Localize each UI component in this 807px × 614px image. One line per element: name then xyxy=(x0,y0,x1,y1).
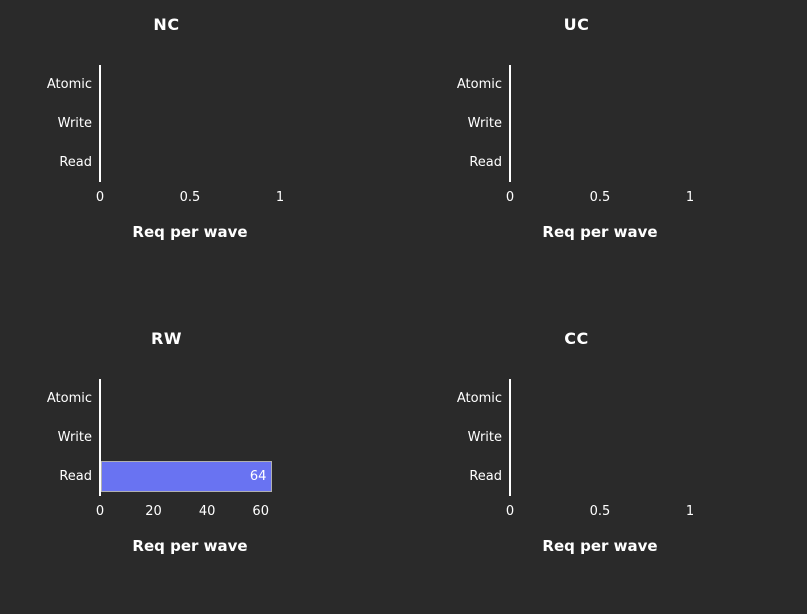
y-category-label: Write xyxy=(57,429,92,445)
category-band xyxy=(101,418,281,457)
x-tick-label: 0 xyxy=(95,504,105,519)
chart-panel-nc: NC Atomic Write Read 0 0.5 1 Req per wave xyxy=(0,0,400,300)
category-band xyxy=(101,379,281,418)
chart-title: UC xyxy=(563,15,590,34)
chart-title: RW xyxy=(151,329,182,348)
x-tick-label: 0 xyxy=(505,504,515,519)
y-category-label: Write xyxy=(467,115,502,131)
x-axis-label: Req per wave xyxy=(542,537,658,555)
category-band xyxy=(511,143,691,182)
plot-area xyxy=(509,379,691,496)
category-band xyxy=(101,143,281,182)
x-tick-label: 0.5 xyxy=(179,190,201,205)
chart-panel-rw: RW 64 Atomic Write Read 0 20 40 60 Req per wave xyxy=(0,314,400,614)
category-band xyxy=(511,65,691,104)
plot-area xyxy=(99,65,281,182)
category-band xyxy=(511,104,691,143)
y-category-label: Read xyxy=(469,468,502,484)
y-category-label: Atomic xyxy=(46,76,92,92)
chart-title: NC xyxy=(153,15,180,34)
x-tick-label: 60 xyxy=(252,504,269,519)
plot-area: 64 xyxy=(99,379,281,496)
x-tick-label: 1 xyxy=(685,190,695,205)
x-tick-label: 1 xyxy=(275,190,285,205)
bar-read: 64 xyxy=(101,461,273,492)
x-tick-label: 0.5 xyxy=(589,190,611,205)
x-tick-label: 20 xyxy=(145,504,162,519)
category-band xyxy=(101,104,281,143)
category-band xyxy=(101,65,281,104)
chart-panel-uc: UC Atomic Write Read 0 0.5 1 Req per wave xyxy=(410,0,807,300)
y-category-label: Atomic xyxy=(456,76,502,92)
y-category-label: Read xyxy=(469,154,502,170)
category-band: 64 xyxy=(101,457,281,496)
charts-figure: NC Atomic Write Read 0 0.5 1 Req per wave UC Atom… xyxy=(0,0,807,555)
x-tick-label: 1 xyxy=(685,504,695,519)
chart-title: CC xyxy=(564,329,589,348)
category-band xyxy=(511,418,691,457)
y-category-label: Read xyxy=(59,468,92,484)
x-axis-label: Req per wave xyxy=(542,223,658,241)
category-band xyxy=(511,379,691,418)
x-tick-label: 0.5 xyxy=(589,504,611,519)
x-tick-label: 0 xyxy=(505,190,515,205)
x-tick-label: 0 xyxy=(95,190,105,205)
chart-panel-cc: CC Atomic Write Read 0 0.5 1 Req per wave xyxy=(410,314,807,614)
category-band xyxy=(511,457,691,496)
y-category-label: Read xyxy=(59,154,92,170)
y-category-label: Write xyxy=(57,115,92,131)
x-axis-label: Req per wave xyxy=(132,223,248,241)
plot-area xyxy=(509,65,691,182)
y-category-label: Atomic xyxy=(456,390,502,406)
bar-value-label: 64 xyxy=(249,469,267,484)
y-category-label: Atomic xyxy=(46,390,92,406)
y-category-label: Write xyxy=(467,429,502,445)
x-axis-label: Req per wave xyxy=(132,537,248,555)
x-tick-label: 40 xyxy=(198,504,216,519)
